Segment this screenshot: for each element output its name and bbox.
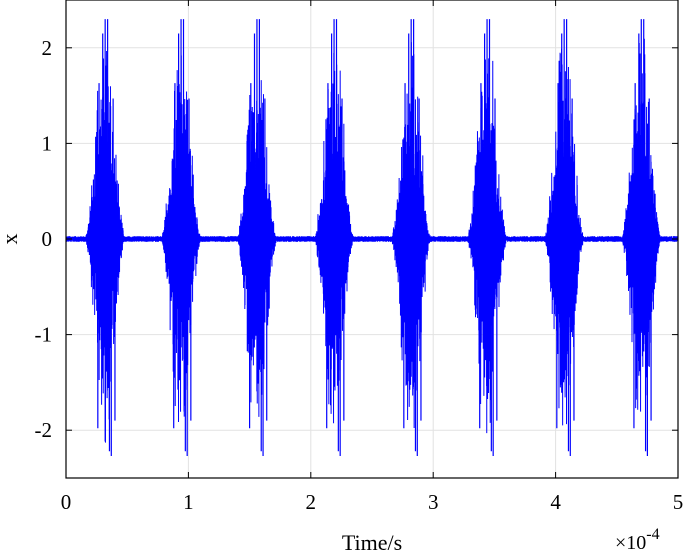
x-tick-labels: 0 1 2 3 4 5 — [61, 490, 684, 514]
y-tick-label: 2 — [42, 36, 53, 60]
x-tick-label: 4 — [550, 490, 561, 514]
x-axis-exponent: ×10-4 — [615, 526, 660, 553]
y-tick-labels: -2 -1 0 1 2 — [35, 36, 53, 442]
y-tick-label: -2 — [35, 418, 53, 442]
ticks — [65, 0, 679, 478]
x-tick-label: 0 — [61, 490, 72, 514]
x-tick-label: 5 — [673, 490, 684, 514]
x-axis-label: Time/s — [342, 530, 402, 553]
x-tick-label: 1 — [183, 490, 194, 514]
y-tick-label: -1 — [35, 323, 53, 347]
x-tick-label: 2 — [306, 490, 317, 514]
x-tick-label: 3 — [428, 490, 439, 514]
y-tick-label: 1 — [42, 131, 53, 155]
x-axis-multiplier: ×10 — [615, 532, 646, 553]
series-group — [66, 19, 678, 457]
y-tick-label: 0 — [42, 227, 53, 251]
y-axis-label: x — [0, 234, 22, 245]
series-x-line — [66, 38, 678, 443]
x-axis-exponent-power: -4 — [646, 526, 659, 543]
